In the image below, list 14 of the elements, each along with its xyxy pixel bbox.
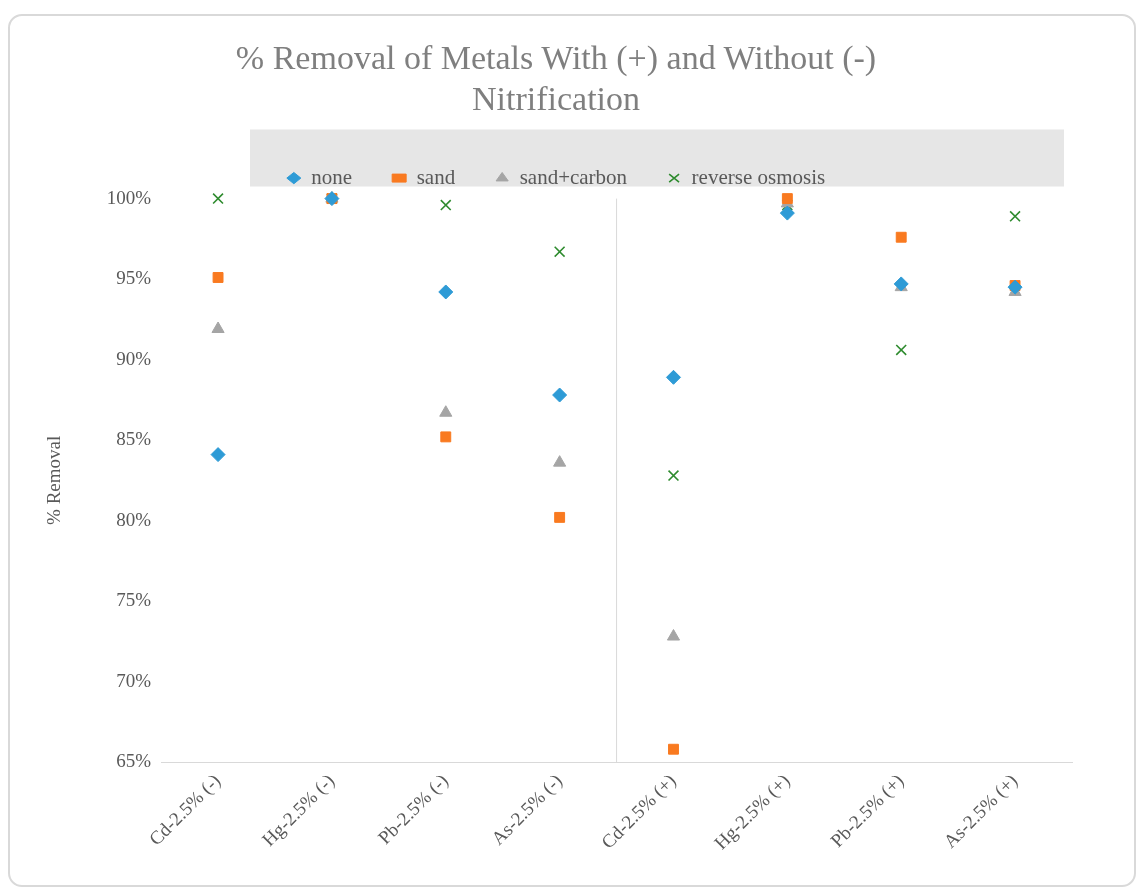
legend-label: none	[311, 164, 353, 189]
legend-label: sand	[416, 164, 456, 189]
y-tick-label: 80%	[116, 508, 152, 530]
legend-label: reverse osmosis	[691, 164, 826, 189]
y-tick-label: 65%	[116, 750, 152, 772]
y-tick-label: 70%	[116, 669, 152, 691]
y-axis-title: % Removal	[43, 435, 65, 525]
y-tick-label: 75%	[116, 589, 152, 611]
y-tick-label: 95%	[116, 267, 152, 289]
y-tick-label: 85%	[116, 428, 152, 450]
legend-label: sand+carbon	[519, 164, 628, 189]
chart-title: % Removal of Metals With (+) and Without (-) Nitrification	[235, 39, 877, 118]
y-tick-label: 90%	[116, 347, 152, 369]
y-tick-label: 100%	[106, 186, 152, 208]
